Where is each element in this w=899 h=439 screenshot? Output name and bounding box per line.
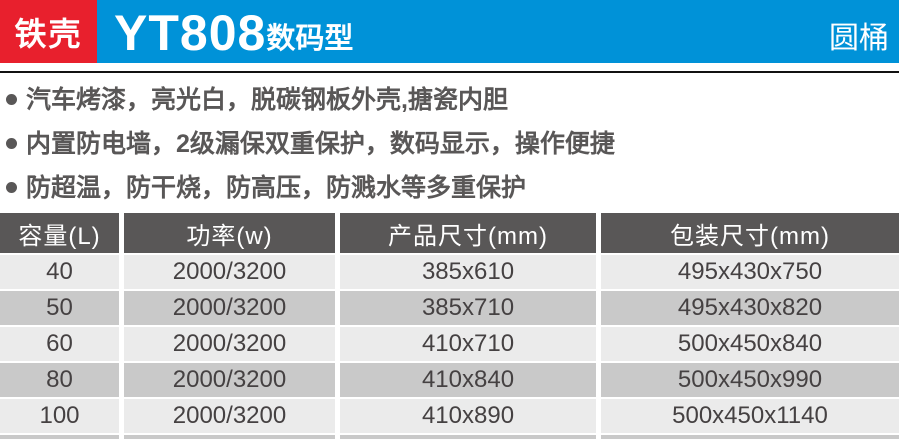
cell-capacity: 80 xyxy=(0,363,119,397)
model-number: YT808 xyxy=(114,5,267,61)
cell-product-size: 385x710 xyxy=(340,291,596,325)
cell-capacity: 50 xyxy=(0,291,119,325)
cell-package-size: 500x450x990 xyxy=(601,363,899,397)
model-suffix: 数码型 xyxy=(266,23,354,55)
cell-capacity: 100 xyxy=(0,399,119,433)
column-header-capacity: 容量(L) xyxy=(0,213,119,253)
cell-package-size: 495x430x820 xyxy=(601,291,899,325)
cell-capacity: 60 xyxy=(0,327,119,361)
brand-label: 铁壳 xyxy=(14,15,83,52)
table-row-partial xyxy=(340,435,596,439)
cell-product-size: 385x610 xyxy=(340,255,596,289)
bullet-icon xyxy=(6,93,17,105)
spec-table: 容量(L) 功率(w) 产品尺寸(mm) 包装尺寸(mm) 40 2000/32… xyxy=(0,213,899,439)
cell-power: 2000/3200 xyxy=(124,255,335,289)
bullet-icon xyxy=(6,137,17,149)
feature-list: 汽车烤漆，亮光白，脱碳钢板外壳,搪瓷内胆 内置防电墙，2级漏保双重保护，数码显示… xyxy=(0,73,899,208)
column-header-power: 功率(w) xyxy=(124,213,335,253)
feature-text: 汽车烤漆，亮光白，脱碳钢板外壳,搪瓷内胆 xyxy=(26,86,508,114)
model-title: YT808 数码型 xyxy=(97,0,353,63)
bullet-icon xyxy=(6,181,17,193)
cell-capacity: 40 xyxy=(0,255,119,289)
feature-item: 防超温，防干烧，防高压，防溅水等多重保护 xyxy=(6,164,899,208)
shape-label: 圆桶 xyxy=(829,21,889,55)
cell-package-size: 500x450x840 xyxy=(601,327,899,361)
cell-power: 2000/3200 xyxy=(124,327,335,361)
cell-power: 2000/3200 xyxy=(124,399,335,433)
cell-power: 2000/3200 xyxy=(124,291,335,325)
divider-line xyxy=(0,71,899,73)
column-header-product-size: 产品尺寸(mm) xyxy=(340,213,596,253)
feature-text: 防超温，防干烧，防高压，防溅水等多重保护 xyxy=(26,174,527,202)
feature-text: 内置防电墙，2级漏保双重保护，数码显示，操作便捷 xyxy=(26,130,615,158)
cell-power: 2000/3200 xyxy=(124,363,335,397)
feature-item: 汽车烤漆，亮光白，脱碳钢板外壳,搪瓷内胆 xyxy=(6,76,899,120)
cell-package-size: 495x430x750 xyxy=(601,255,899,289)
cell-product-size: 410x840 xyxy=(340,363,596,397)
cell-product-size: 410x710 xyxy=(340,327,596,361)
column-header-package-size: 包装尺寸(mm) xyxy=(601,213,899,253)
brand-badge: 铁壳 xyxy=(0,0,97,63)
cell-product-size: 410x890 xyxy=(340,399,596,433)
table-row-partial xyxy=(124,435,335,439)
table-row-partial xyxy=(0,435,119,439)
header-bar: 铁壳 YT808 数码型 圆桶 xyxy=(0,0,899,63)
feature-item: 内置防电墙，2级漏保双重保护，数码显示，操作便捷 xyxy=(6,120,899,164)
cell-package-size: 500x450x1140 xyxy=(601,399,899,433)
table-row-partial xyxy=(601,435,899,439)
